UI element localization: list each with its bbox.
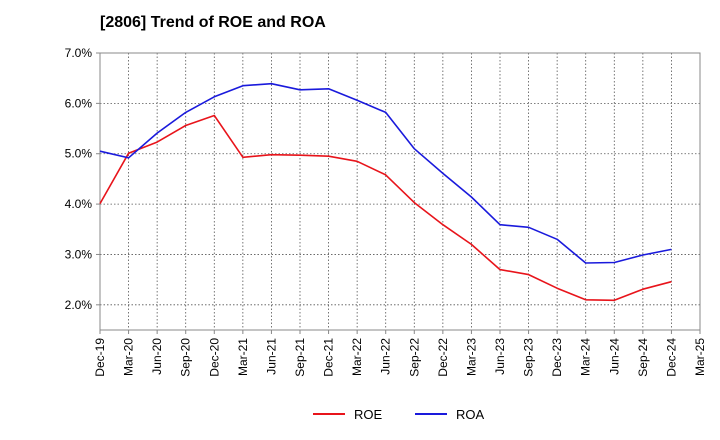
x-tick-label: Mar-21 (236, 338, 250, 376)
y-tick-label: 3.0% (65, 247, 93, 261)
x-tick-label: Jun-21 (264, 338, 278, 375)
x-tick-label: Mar-24 (579, 338, 593, 376)
x-tick-label: Sep-20 (179, 338, 193, 377)
x-tick-label: Mar-22 (350, 338, 364, 376)
series-line-roa (99, 82, 672, 264)
x-tick-label: Sep-22 (407, 338, 421, 377)
legend-label-roe: ROE (354, 407, 383, 422)
y-tick-label: 7.0% (65, 46, 93, 60)
x-tick-label: Jun-20 (150, 338, 164, 375)
x-tick-label: Mar-25 (693, 338, 707, 376)
grid-lines (100, 52, 700, 330)
data-series (99, 82, 672, 302)
x-tick-label: Dec-21 (322, 338, 336, 377)
x-tick-label: Sep-24 (636, 338, 650, 377)
x-tick-label: Mar-23 (464, 338, 478, 376)
y-tick-label: 2.0% (65, 298, 93, 312)
x-tick-label: Sep-23 (522, 338, 536, 377)
y-axis-ticks: 2.0% 3.0% 4.0% 5.0% 6.0% 7.0% (65, 46, 100, 312)
plot-area-border (99, 52, 701, 331)
x-tick-label: Dec-20 (207, 338, 221, 377)
x-tick-label: Sep-21 (293, 338, 307, 377)
chart-title: [2806] Trend of ROE and ROA (100, 14, 326, 31)
legend-label-roa: ROA (456, 407, 485, 422)
x-tick-label: Dec-19 (93, 338, 107, 377)
x-tick-label: Dec-23 (550, 338, 564, 377)
y-tick-label: 4.0% (65, 197, 93, 211)
x-tick-label: Jun-22 (379, 338, 393, 375)
x-tick-label: Jun-24 (607, 338, 621, 375)
y-tick-label: 6.0% (65, 96, 93, 110)
x-axis-ticks: Dec-19 Mar-20 Jun-20 Sep-20 Dec-20 Mar-21 Jun-… (93, 330, 707, 377)
x-tick-label: Dec-22 (436, 338, 450, 377)
series-line-roe (99, 114, 672, 302)
legend: ROE ROA (313, 407, 485, 422)
x-tick-label: Mar-20 (122, 338, 136, 376)
y-tick-label: 5.0% (65, 147, 93, 161)
x-tick-label: Dec-24 (664, 338, 678, 377)
x-tick-label: Jun-23 (493, 338, 507, 375)
